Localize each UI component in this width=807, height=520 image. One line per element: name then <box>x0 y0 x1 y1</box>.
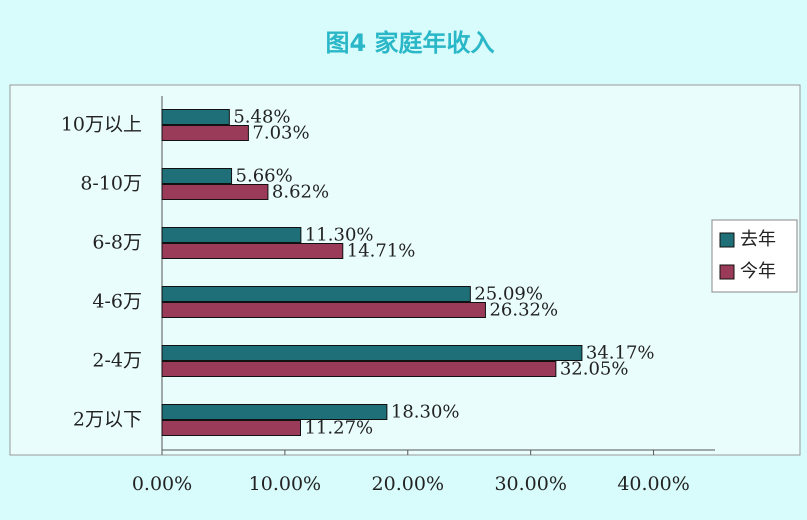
x-tick-label: 0.00% <box>132 473 192 495</box>
bar <box>161 302 486 318</box>
legend-box <box>711 219 798 293</box>
legend-swatch <box>719 264 735 280</box>
y-tick-label: 8-10万 <box>80 173 142 195</box>
value-label: 34.17% <box>586 343 655 364</box>
x-tick-label: 30.00% <box>494 473 566 495</box>
legend-label: 去年 <box>740 229 776 250</box>
y-tick-label: 2万以下 <box>73 409 142 431</box>
x-tick-label: 10.00% <box>249 473 321 495</box>
value-label: 8.62% <box>272 182 329 203</box>
y-tick-label: 6-8万 <box>92 232 142 254</box>
bar <box>161 227 302 243</box>
legend-swatch <box>719 232 735 248</box>
value-label: 11.30% <box>305 225 374 246</box>
bar <box>161 404 388 420</box>
legend-label: 今年 <box>740 261 776 282</box>
value-label: 7.03% <box>252 123 309 144</box>
bar <box>161 184 269 200</box>
value-label: 5.66% <box>236 166 293 187</box>
bar <box>161 345 583 361</box>
bar <box>161 243 344 259</box>
y-tick-label: 2-4万 <box>92 350 142 372</box>
y-tick-label: 10万以上 <box>61 114 142 136</box>
bar <box>161 168 233 184</box>
bar <box>161 125 249 141</box>
chart-title: 图4 家庭年收入 <box>325 29 494 57</box>
value-label: 25.09% <box>474 284 543 305</box>
bar <box>161 109 230 125</box>
bar <box>161 286 471 302</box>
value-label: 26.32% <box>489 300 558 321</box>
value-label: 32.05% <box>560 359 629 380</box>
plot-background <box>9 84 801 456</box>
x-tick-label: 40.00% <box>617 473 689 495</box>
value-label: 18.30% <box>391 402 460 423</box>
value-label: 14.71% <box>347 241 416 262</box>
value-label: 5.48% <box>233 107 290 128</box>
bar <box>161 361 557 377</box>
x-tick-label: 20.00% <box>372 473 444 495</box>
value-label: 11.27% <box>304 418 373 439</box>
bar <box>161 420 301 436</box>
y-tick-label: 4-6万 <box>92 291 142 313</box>
